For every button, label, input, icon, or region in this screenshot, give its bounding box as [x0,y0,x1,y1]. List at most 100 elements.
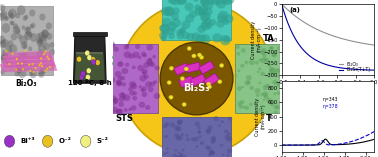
Circle shape [33,71,35,73]
Circle shape [173,154,177,157]
Circle shape [145,105,150,110]
Circle shape [220,120,224,123]
Circle shape [220,143,223,147]
Circle shape [184,3,194,11]
Circle shape [177,32,184,39]
Circle shape [9,13,14,19]
Circle shape [226,154,229,157]
Circle shape [49,49,55,55]
Circle shape [273,92,276,95]
Circle shape [108,41,115,48]
Circle shape [40,62,42,64]
Circle shape [91,59,96,65]
Circle shape [38,70,45,78]
Circle shape [101,68,106,72]
Circle shape [207,129,211,133]
Circle shape [15,66,20,72]
Circle shape [90,41,98,48]
Circle shape [40,57,42,60]
Text: Bi₂O₃: Bi₂O₃ [15,78,37,87]
Circle shape [266,98,272,103]
Circle shape [18,69,26,78]
Circle shape [15,13,20,18]
Circle shape [23,16,27,21]
Circle shape [167,22,177,31]
Circle shape [22,68,24,71]
Circle shape [141,52,146,57]
Circle shape [130,83,137,89]
Circle shape [24,15,28,19]
Circle shape [180,77,184,81]
Circle shape [200,0,209,7]
Circle shape [137,65,144,71]
Circle shape [146,58,153,64]
Circle shape [286,86,291,91]
Circle shape [227,148,232,154]
Circle shape [102,91,107,96]
Circle shape [174,133,179,138]
Circle shape [37,39,43,47]
Circle shape [165,122,170,126]
Circle shape [170,156,174,157]
Circle shape [0,40,6,48]
Circle shape [277,46,282,51]
Circle shape [200,34,211,44]
X-axis label: Potential (V vs. RHE): Potential (V vs. RHE) [301,86,355,91]
Circle shape [201,12,211,21]
Circle shape [227,132,231,136]
Circle shape [17,62,19,65]
Circle shape [116,80,121,85]
Circle shape [274,110,278,114]
Circle shape [291,82,294,85]
Circle shape [160,24,170,33]
Circle shape [236,45,240,49]
Circle shape [201,21,208,27]
Bar [235,44,304,113]
Circle shape [185,134,188,137]
Circle shape [13,26,20,35]
Circle shape [98,90,104,95]
Circle shape [300,111,304,114]
Circle shape [117,82,122,86]
Circle shape [294,71,296,74]
Circle shape [295,83,299,87]
Circle shape [249,60,254,65]
Circle shape [146,44,153,51]
Circle shape [162,18,172,27]
Circle shape [277,83,282,88]
Circle shape [133,52,139,58]
Circle shape [272,72,275,75]
Circle shape [223,19,229,25]
Circle shape [178,151,180,154]
Circle shape [162,30,169,36]
Circle shape [176,126,182,131]
Circle shape [286,99,290,103]
Circle shape [90,83,95,89]
Circle shape [272,80,278,85]
Circle shape [43,43,50,50]
Circle shape [199,55,204,59]
Circle shape [115,109,119,113]
Circle shape [301,45,304,47]
Circle shape [177,120,182,125]
Bi₂S₃(T↓T) [363,69,368,71]
Circle shape [116,109,123,115]
Circle shape [164,135,168,138]
Circle shape [225,135,230,140]
Circle shape [220,35,231,45]
Circle shape [201,21,211,30]
Circle shape [278,74,282,78]
Circle shape [138,85,142,88]
Bar [73,32,107,36]
Circle shape [159,31,167,39]
Circle shape [15,28,20,34]
Circle shape [244,61,248,64]
Circle shape [270,69,276,74]
Circle shape [208,154,211,157]
Circle shape [87,55,92,60]
Circle shape [263,98,265,101]
Circle shape [197,131,201,134]
Circle shape [148,57,152,61]
Circle shape [101,50,105,55]
Circle shape [95,81,99,85]
